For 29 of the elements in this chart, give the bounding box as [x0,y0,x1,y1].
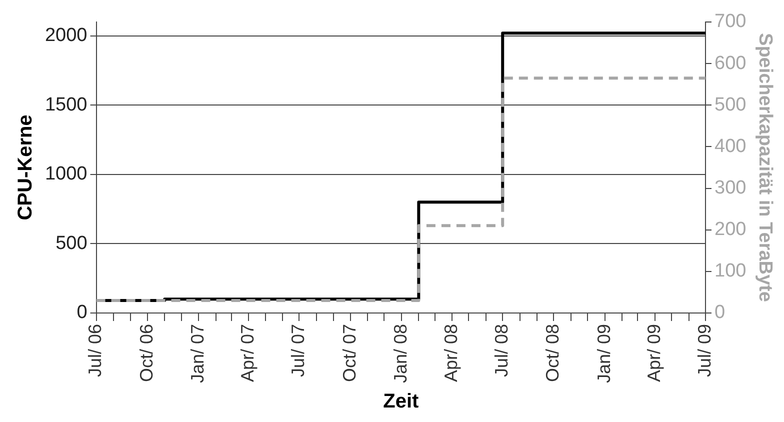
y-tick-label: 500 [56,232,88,254]
x-tick-label: Jul/ 09 [694,324,714,377]
y2-tick-label: 600 [714,52,746,74]
y2-tick-label: 100 [714,260,746,282]
x-tick-label: Apr/ 07 [238,324,258,382]
x-tick-label: Jan/ 09 [594,324,614,383]
x-tick-label: Jul/ 08 [492,324,512,377]
x-tick-label: Jul/ 07 [288,324,308,377]
y-tick-label: 2000 [44,25,88,46]
x-tick-label: Jan/ 08 [390,324,410,383]
y2-tick-label: 300 [714,177,746,198]
y2-tick-label: 500 [714,94,746,116]
x-tick-label: Oct/ 06 [136,324,156,382]
y2-tick-label: 700 [714,11,746,32]
x-tick-label: Jan/ 07 [188,324,208,383]
y-tick-label: 1000 [44,164,88,185]
y2-tick-label: 200 [714,219,746,240]
y2-axis-title: Speicherkapazität in TeraByte [754,33,776,302]
x-tick-label: Jul/ 06 [85,324,106,377]
x-tick-label: Apr/ 09 [644,324,664,382]
x-tick-label: Apr/ 08 [440,324,461,382]
x-tick-label: Oct/ 07 [339,324,360,382]
y2-tick-label: 0 [714,302,726,324]
y-axis-title: CPU-Kerne [14,114,37,220]
x-axis-title: Zeit [383,390,419,413]
y-tick-label: 0 [76,302,88,324]
y2-tick-label: 400 [714,136,746,157]
y-tick-label: 1500 [44,94,88,116]
x-tick-label: Oct/ 08 [542,324,563,382]
